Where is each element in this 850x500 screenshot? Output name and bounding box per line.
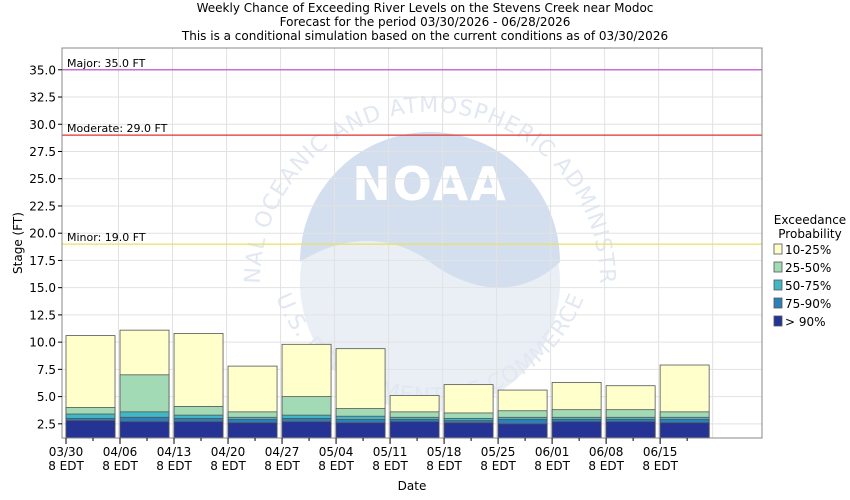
x-tick-label-time: 8 EDT — [426, 459, 462, 473]
y-tick-label: 30.0 — [29, 118, 56, 132]
y-tick-label: 25.0 — [29, 172, 56, 186]
bar-segment — [173, 421, 224, 439]
y-tick-label: 27.5 — [29, 145, 56, 159]
y-tick-label: 5.0 — [37, 390, 56, 404]
bar-segment — [551, 421, 602, 439]
y-axis-label: Stage (FT) — [11, 212, 25, 274]
x-tick-label-date: 03/30 — [49, 445, 84, 459]
y-axis: 2.5 5.0 7.5 10.0 12.5 15.0 17.5 20.0 22.5 25.0 27.… — [29, 63, 62, 431]
x-tick-label-date: 06/08 — [589, 445, 624, 459]
y-tick-label: 20.0 — [29, 227, 56, 241]
y-tick-label: 10.0 — [29, 336, 56, 350]
chart-title: Weekly Chance of Exceeding River Levels … — [181, 1, 668, 43]
x-tick-label-time: 8 EDT — [102, 459, 138, 473]
legend-label: 75-90% — [785, 297, 831, 311]
x-tick-label-date: 06/15 — [643, 445, 678, 459]
y-tick-label: 12.5 — [29, 308, 56, 322]
x-axis-label: Date — [398, 479, 427, 493]
y-tick-label: 35.0 — [29, 63, 56, 77]
legend: Exceedance Probability 10-25% 25-50% 50-75… — [773, 213, 846, 329]
bar-segment — [227, 422, 278, 439]
bar-segment — [335, 422, 386, 439]
x-tick-label-date: 05/18 — [427, 445, 462, 459]
bar-segment — [497, 423, 548, 439]
x-tick-label-time: 8 EDT — [264, 459, 300, 473]
x-tick-label-date: 05/25 — [481, 445, 516, 459]
legend-swatch — [773, 243, 783, 255]
legend-title-line-1: Exceedance — [774, 213, 846, 227]
legend-label: 25-50% — [785, 261, 831, 275]
threshold-label: Minor: 19.0 FT — [67, 231, 146, 244]
y-tick-label: 2.5 — [37, 417, 56, 431]
chart-title-line-3: This is a conditional simulation based o… — [181, 29, 668, 43]
x-tick-label-time: 8 EDT — [210, 459, 246, 473]
x-tick-label-date: 05/11 — [373, 445, 408, 459]
legend-swatch — [773, 315, 783, 327]
legend-swatch — [773, 297, 783, 309]
x-tick-label-date: 04/27 — [265, 445, 300, 459]
y-tick-label: 15.0 — [29, 281, 56, 295]
watermark-logo-text: NOAA — [352, 157, 508, 211]
x-tick-label-date: 04/13 — [157, 445, 192, 459]
bar-segment — [443, 422, 494, 439]
y-tick-label: 7.5 — [37, 363, 56, 377]
x-tick-label-time: 8 EDT — [588, 459, 624, 473]
y-tick-label: 22.5 — [29, 199, 56, 213]
legend-label: 10-25% — [785, 243, 831, 257]
bar-segment — [389, 421, 440, 439]
bars — [65, 329, 710, 439]
legend-swatch — [773, 279, 783, 291]
legend-items: 10-25% 25-50% 50-75% 75-90% > 90% — [773, 243, 831, 329]
x-tick-label-date: 06/01 — [535, 445, 570, 459]
x-tick-label-time: 8 EDT — [480, 459, 516, 473]
plot-frame — [61, 47, 763, 439]
legend-swatch — [773, 261, 783, 273]
x-tick-label-date: 04/20 — [211, 445, 246, 459]
x-tick-label-time: 8 EDT — [48, 459, 84, 473]
x-tick-label-time: 8 EDT — [156, 459, 192, 473]
bar-segment — [119, 421, 170, 439]
threshold-label: Major: 35.0 FT — [67, 57, 146, 70]
x-tick-label-date: 05/04 — [319, 445, 354, 459]
bar-segment — [659, 422, 710, 439]
y-tick-label: 17.5 — [29, 254, 56, 268]
bar-segment — [605, 421, 656, 439]
bar-segment — [281, 421, 332, 439]
x-tick-label-time: 8 EDT — [642, 459, 678, 473]
bar-segment — [65, 420, 116, 439]
legend-label: > 90% — [785, 315, 826, 329]
y-tick-label: 32.5 — [29, 91, 56, 105]
chart-title-line-2: Forecast for the period 03/30/2026 - 06/… — [280, 15, 571, 29]
legend-title-line-2: Probability — [778, 227, 841, 241]
x-tick-label-date: 04/06 — [103, 445, 138, 459]
x-tick-label-time: 8 EDT — [318, 459, 354, 473]
x-tick-label-time: 8 EDT — [534, 459, 570, 473]
legend-label: 50-75% — [785, 279, 831, 293]
threshold-label: Moderate: 29.0 FT — [67, 122, 168, 135]
flood-thresholds: Major: 35.0 FT Moderate: 29.0 FT Minor: 19… — [62, 57, 762, 245]
chart-title-line-1: Weekly Chance of Exceeding River Levels … — [197, 1, 654, 15]
x-tick-label-time: 8 EDT — [372, 459, 408, 473]
